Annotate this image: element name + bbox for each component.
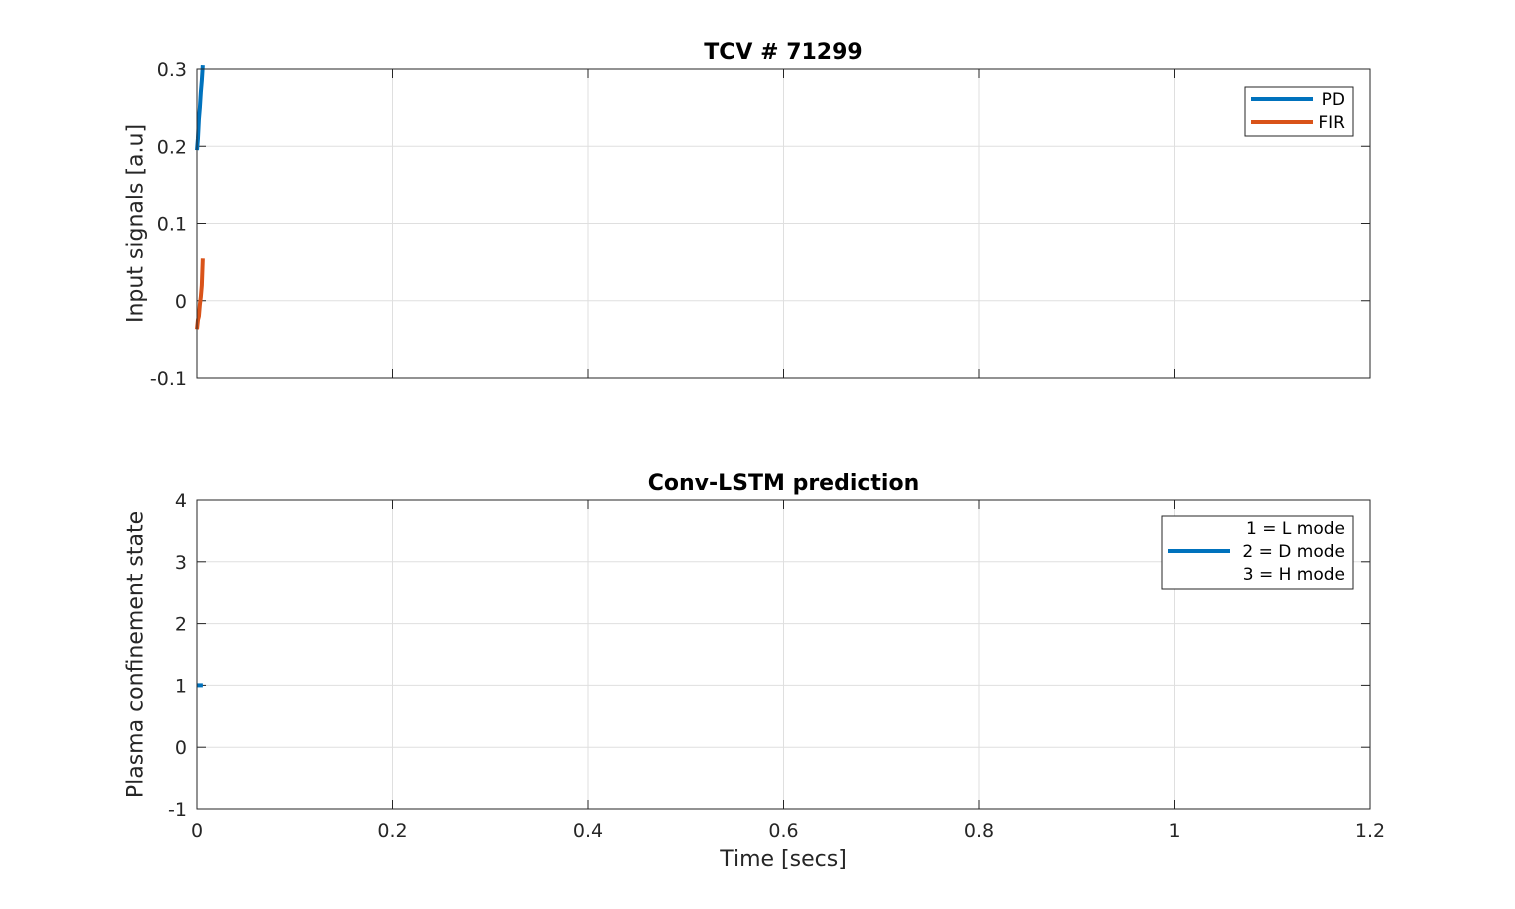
x-tick-label: 0.4 bbox=[573, 820, 603, 842]
y-tick-label: 2 bbox=[175, 614, 187, 636]
y-tick-label: 0 bbox=[175, 291, 187, 313]
y-tick-label: 4 bbox=[175, 490, 187, 512]
chart-title: TCV # 71299 bbox=[704, 40, 862, 65]
y-tick-label: -1 bbox=[168, 799, 187, 821]
y-tick-label: -0.1 bbox=[150, 368, 187, 390]
y-tick-label: 3 bbox=[175, 552, 187, 574]
chart-title: Conv-LSTM prediction bbox=[648, 471, 920, 496]
x-tick-label: 0.6 bbox=[768, 820, 798, 842]
axes-box-0 bbox=[196, 68, 1371, 379]
x-tick-label: 1 bbox=[1168, 820, 1180, 842]
legend-label: 3 = H mode bbox=[1243, 565, 1345, 585]
legend-label: 2 = D mode bbox=[1242, 542, 1345, 562]
x-tick-label: 0.8 bbox=[964, 820, 994, 842]
x-tick-label: 0 bbox=[191, 820, 203, 842]
x-tick-label: 1.2 bbox=[1355, 820, 1385, 842]
y-tick-label: 0.2 bbox=[157, 136, 187, 158]
y-axis-label: Plasma confinement state bbox=[124, 511, 149, 798]
legend-box bbox=[1244, 86, 1354, 137]
legend-label: FIR bbox=[1318, 113, 1345, 133]
y-tick-label: 0.3 bbox=[157, 59, 187, 81]
axes-box-1 bbox=[196, 499, 1371, 810]
y-tick-label: 0.1 bbox=[157, 214, 187, 236]
series-line-fir bbox=[195, 258, 205, 330]
y-tick-label: 0 bbox=[175, 737, 187, 759]
y-axis-label: Input signals [a.u] bbox=[124, 124, 149, 323]
x-tick-label: 0.2 bbox=[377, 820, 407, 842]
legend-label: PD bbox=[1322, 90, 1345, 110]
x-axis-label: Time [secs] bbox=[719, 847, 847, 872]
y-tick-label: 1 bbox=[175, 675, 187, 697]
legend-label: 1 = L mode bbox=[1246, 519, 1345, 539]
series-line-pd bbox=[195, 65, 205, 151]
